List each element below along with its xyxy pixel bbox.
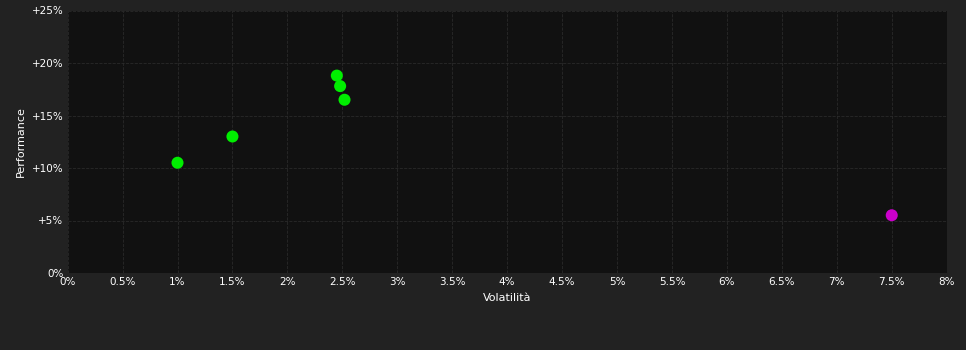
X-axis label: Volatilità: Volatilità [483, 293, 531, 303]
Point [225, 134, 241, 139]
Point [884, 212, 899, 218]
Point [337, 97, 353, 103]
Point [329, 73, 345, 78]
Point [332, 83, 348, 89]
Point [170, 160, 185, 166]
Y-axis label: Performance: Performance [16, 106, 26, 177]
